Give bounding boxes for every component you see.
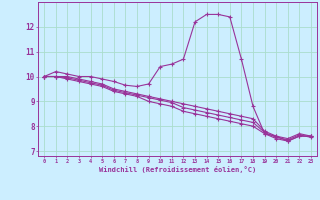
X-axis label: Windchill (Refroidissement éolien,°C): Windchill (Refroidissement éolien,°C): [99, 166, 256, 173]
